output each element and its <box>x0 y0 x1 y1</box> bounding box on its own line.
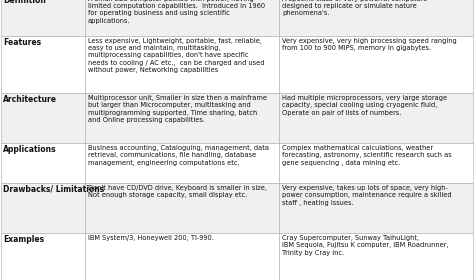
Text: Complex mathematical calculations, weather
forecasting, astronomy, scientific re: Complex mathematical calculations, weath… <box>282 145 452 165</box>
Bar <box>0 0 85 36</box>
Bar <box>85 36 280 92</box>
Bar <box>85 143 280 183</box>
Text: Examples: Examples <box>3 235 44 244</box>
Text: Less expensive, Lightweight, portable, fast, reliable,
easy to use and maintain,: Less expensive, Lightweight, portable, f… <box>88 38 264 73</box>
Bar <box>280 0 474 36</box>
Bar <box>280 36 474 92</box>
Text: Multiprocessor unit, Smaller in size then a mainframe
but larger than Microcompu: Multiprocessor unit, Smaller in size the… <box>88 95 267 123</box>
Bar <box>280 143 474 183</box>
Text: Applications: Applications <box>3 145 56 154</box>
Text: Features: Features <box>3 38 41 47</box>
Bar <box>280 183 474 232</box>
Text: Very expensive, takes up lots of space, very high-
power consumption, maintenanc: Very expensive, takes up lots of space, … <box>282 185 452 206</box>
Bar <box>0 232 85 280</box>
Bar <box>280 92 474 143</box>
Text: Architecture: Architecture <box>3 95 57 104</box>
Bar <box>0 36 85 92</box>
Text: IBM System/3, Honeywell 200, TI-990.: IBM System/3, Honeywell 200, TI-990. <box>88 235 214 241</box>
Text: A small size computer packed with power, having
limited computation capabilities: A small size computer packed with power,… <box>88 0 265 24</box>
Bar <box>0 183 85 232</box>
Bar <box>85 232 280 280</box>
Text: Drawbacks/ Limitations: Drawbacks/ Limitations <box>3 185 104 194</box>
Text: Definition: Definition <box>3 0 46 5</box>
Bar <box>0 92 85 143</box>
Text: Had multiple microprocessors, very large storage
capacity, special cooling using: Had multiple microprocessors, very large… <box>282 95 447 115</box>
Bar <box>85 92 280 143</box>
Bar <box>85 183 280 232</box>
Text: Cray Supercomputer, Sunway TaihuLight,
IBM Sequoia, Fujitsu K computer, IBM Road: Cray Supercomputer, Sunway TaihuLight, I… <box>282 235 448 255</box>
Text: Very expensive, very high processing speed ranging
from 100 to 900 MIPS, memory : Very expensive, very high processing spe… <box>282 38 457 51</box>
Bar <box>280 232 474 280</box>
Bar <box>0 143 85 183</box>
Text: Business accounting, Cataloguing, management, data
retrieval, communications, fi: Business accounting, Cataloguing, manage… <box>88 145 269 165</box>
Bar <box>85 0 280 36</box>
Text: A specific class of very powerful computers
designed to replicate or simulate na: A specific class of very powerful comput… <box>282 0 427 17</box>
Text: Don't have CD/DVD drive, Keyboard is smaller in size,
Not enough storage capacit: Don't have CD/DVD drive, Keyboard is sma… <box>88 185 267 198</box>
